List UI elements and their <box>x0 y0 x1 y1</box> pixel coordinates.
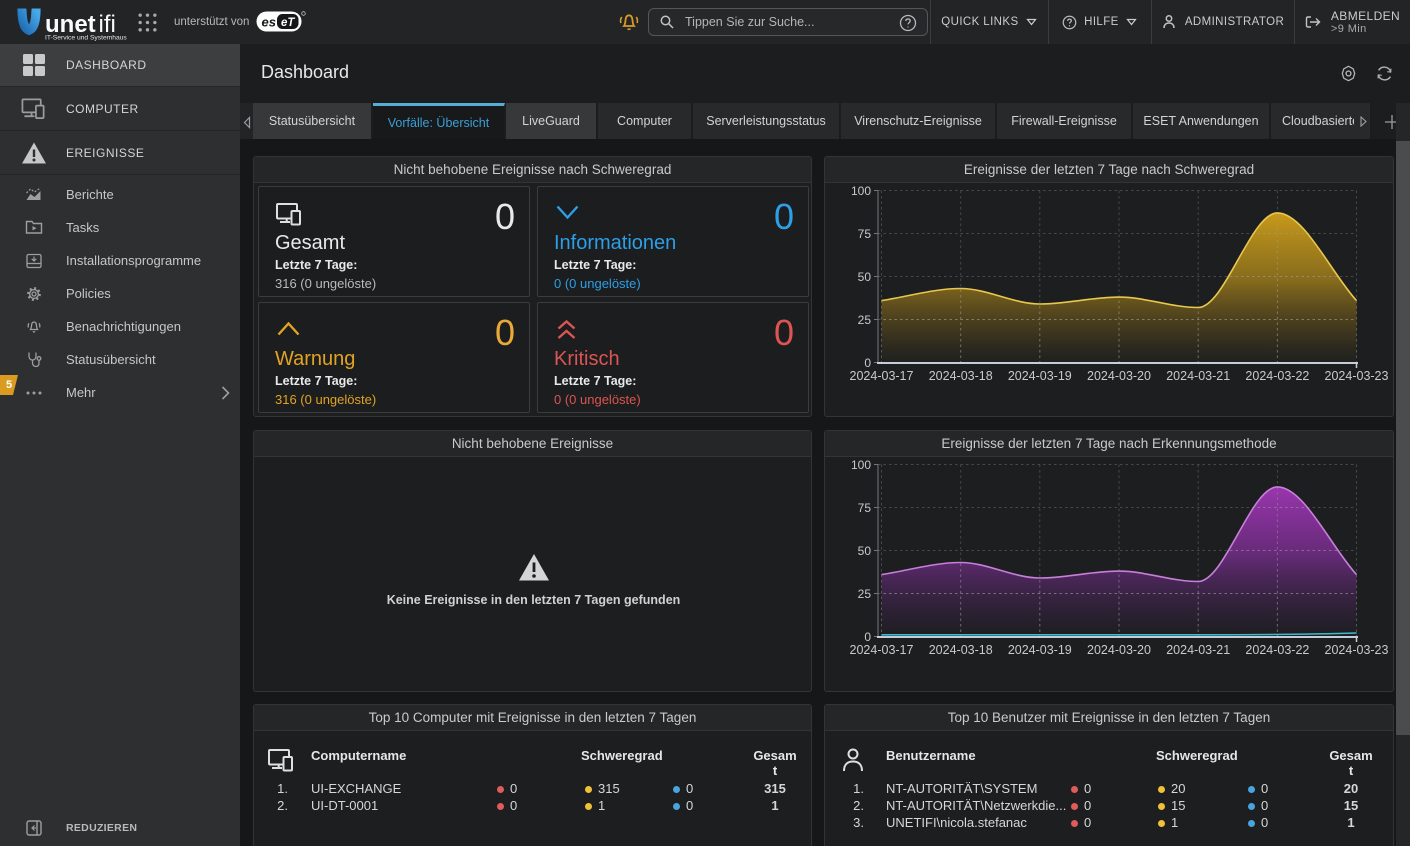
svg-text:25: 25 <box>858 313 872 327</box>
svg-text:50: 50 <box>858 544 872 558</box>
svg-text:2024-03-20: 2024-03-20 <box>1087 643 1151 657</box>
svg-text:IT-Service und Systemhaus: IT-Service und Systemhaus <box>45 35 127 42</box>
svg-text:75: 75 <box>858 227 872 241</box>
svg-text:eT: eT <box>281 17 295 29</box>
svg-text:es: es <box>262 15 276 30</box>
svg-text:2024-03-21: 2024-03-21 <box>1166 643 1230 657</box>
svg-text:2024-03-17: 2024-03-17 <box>850 643 914 657</box>
svg-text:2024-03-21: 2024-03-21 <box>1166 369 1230 383</box>
svg-text:75: 75 <box>858 501 872 515</box>
svg-text:2024-03-18: 2024-03-18 <box>929 369 993 383</box>
svg-text:100: 100 <box>851 184 871 198</box>
svg-text:2024-03-19: 2024-03-19 <box>1008 369 1072 383</box>
svg-text:0: 0 <box>864 356 871 370</box>
svg-text:2024-03-23: 2024-03-23 <box>1325 369 1389 383</box>
svg-text:2024-03-17: 2024-03-17 <box>850 369 914 383</box>
svg-text:unet: unet <box>45 11 96 38</box>
svg-text:100: 100 <box>851 458 871 472</box>
svg-text:2024-03-22: 2024-03-22 <box>1245 369 1309 383</box>
svg-text:0: 0 <box>864 630 871 644</box>
svg-text:ifi: ifi <box>99 11 116 38</box>
svg-text:2024-03-22: 2024-03-22 <box>1245 643 1309 657</box>
svg-text:2024-03-23: 2024-03-23 <box>1325 643 1389 657</box>
svg-text:2024-03-19: 2024-03-19 <box>1008 643 1072 657</box>
svg-text:25: 25 <box>858 587 872 601</box>
svg-text:2024-03-20: 2024-03-20 <box>1087 369 1151 383</box>
svg-text:50: 50 <box>858 270 872 284</box>
svg-text:2024-03-18: 2024-03-18 <box>929 643 993 657</box>
